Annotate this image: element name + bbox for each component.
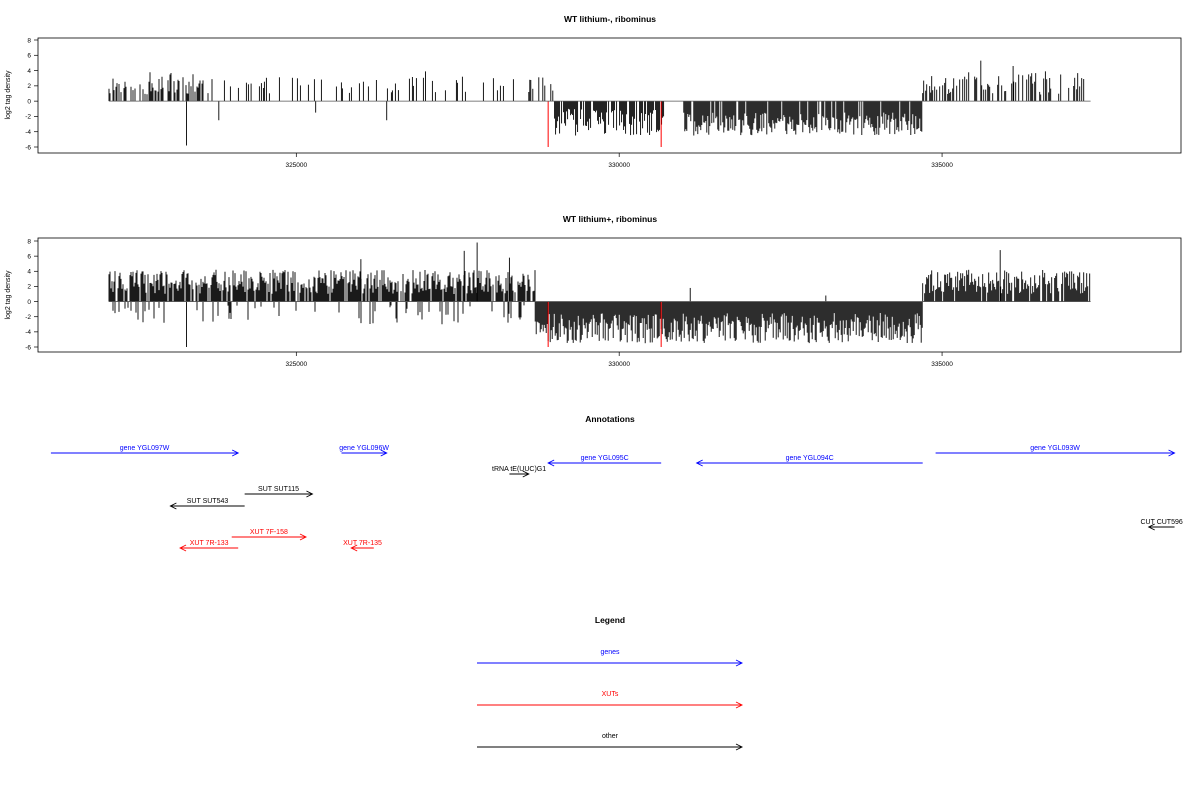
annotation-sut-sut543: SUT SUT543 xyxy=(169,498,245,510)
arrow-head xyxy=(306,490,314,498)
arrow-head xyxy=(231,449,240,457)
y-tick-label: -4 xyxy=(25,329,31,336)
annotation-gene-ygl094c: gene YGL094C xyxy=(695,455,923,467)
legend-item-other: other xyxy=(477,733,744,751)
annotation-label: CUT CUT596 xyxy=(1140,519,1182,526)
arrow-head xyxy=(695,459,703,467)
y-tick-label: 2 xyxy=(27,284,31,291)
annotation-label: gene YGL096W xyxy=(339,445,389,452)
y-tick-label: 0 xyxy=(27,98,31,105)
annotation-label: XUT 7R-133 xyxy=(190,540,229,547)
annotation-label: SUT SUT543 xyxy=(187,498,229,505)
annotation-label: gene YGL094C xyxy=(786,455,834,462)
x-tick-label: 335000 xyxy=(931,361,953,368)
bars xyxy=(108,242,1091,347)
legend-label: XUTs xyxy=(602,691,619,698)
y-tick-label: 0 xyxy=(27,299,31,306)
legend-arrow-head xyxy=(735,743,744,751)
annotation-gene-ygl093w: gene YGL093W xyxy=(935,445,1176,457)
legend: Legend genes XUTs other xyxy=(477,615,744,751)
arrow-head xyxy=(169,502,177,510)
y-tick-label: 2 xyxy=(27,83,31,90)
annotation-cut-cut596: CUT CUT596 xyxy=(1140,519,1183,531)
arrow-head xyxy=(547,459,555,467)
arrow-head xyxy=(350,544,358,552)
y-tick-label: 4 xyxy=(27,68,31,75)
annotations-track: Annotations gene YGL097W gene YGL096W gene… xyxy=(50,414,1183,552)
arrow-head xyxy=(522,470,530,478)
panel-lithium-plus: WT lithium+, ribominus log2 tag density … xyxy=(5,214,1182,368)
x-tick-label: 325000 xyxy=(285,162,307,169)
y-tick-label: -6 xyxy=(25,344,31,351)
arrow-head xyxy=(380,449,388,457)
legend-label: genes xyxy=(600,649,620,656)
y-axis: 8 6 4 2 0 -2 -4 -6 xyxy=(25,37,38,151)
bars xyxy=(108,60,1085,147)
y-tick-label: 6 xyxy=(27,253,31,260)
annotation-items: gene YGL097W gene YGL096W gene YGL093W gene… xyxy=(50,445,1183,552)
y-axis: 8 6 4 2 0 -2 -4 -6 xyxy=(25,238,38,351)
annotation-label: gene YGL095C xyxy=(581,455,629,462)
x-axis: 325000 330000 335000 xyxy=(285,352,953,368)
x-tick-label: 325000 xyxy=(285,361,307,368)
plot-frame xyxy=(37,237,1182,353)
y-tick-label: -2 xyxy=(25,314,31,321)
y-tick-label: 4 xyxy=(27,269,31,276)
y-tick-label: 6 xyxy=(27,53,31,60)
y-axis-label: log2 tag density xyxy=(5,270,12,320)
annotation-label: gene YGL093W xyxy=(1030,445,1080,452)
legend-title: Legend xyxy=(595,615,625,625)
plot-frame xyxy=(37,37,1182,154)
annotation-gene-ygl097w: gene YGL097W xyxy=(50,445,240,457)
annotation-label: SUT SUT115 xyxy=(258,486,299,493)
panel-title: WT lithium-, ribominus xyxy=(564,14,656,24)
annotation-xut-7r-133: XUT 7R-133 xyxy=(179,540,239,552)
panel-lithium-minus: WT lithium-, ribominus log2 tag density … xyxy=(5,14,1182,169)
annotation-gene-ygl096w: gene YGL096W xyxy=(339,445,389,457)
annotation-sut-sut115: SUT SUT115 xyxy=(244,486,314,498)
arrow-head xyxy=(1147,523,1155,531)
arrow-head xyxy=(1168,449,1176,457)
arrow-head xyxy=(179,544,187,552)
y-tick-label: 8 xyxy=(27,238,31,245)
annotations-title: Annotations xyxy=(585,414,635,424)
legend-item-xuts: XUTs xyxy=(477,691,744,709)
legend-arrow-head xyxy=(735,701,744,709)
annotation-gene-ygl095c: gene YGL095C xyxy=(547,455,662,467)
annotation-label: XUT 7R-135 xyxy=(343,540,382,547)
y-axis-label: log2 tag density xyxy=(5,70,12,120)
y-tick-label: -6 xyxy=(25,144,31,151)
legend-item-genes: genes xyxy=(477,649,744,667)
x-tick-label: 330000 xyxy=(608,361,630,368)
legend-items: genes XUTs other xyxy=(477,649,744,751)
panel-title: WT lithium+, ribominus xyxy=(563,214,657,224)
y-tick-label: -4 xyxy=(25,129,31,136)
arrow-head xyxy=(299,533,307,541)
annotation-xut-7f-158: XUT 7F-158 xyxy=(231,529,307,541)
annotation-xut-7r-135: XUT 7R-135 xyxy=(343,540,382,552)
x-tick-label: 330000 xyxy=(608,162,630,169)
annotation-label: tRNA tE(UUC)G1 xyxy=(492,466,546,473)
x-tick-label: 335000 xyxy=(931,162,953,169)
legend-arrow-head xyxy=(735,659,744,667)
annotation-label: XUT 7F-158 xyxy=(250,529,288,536)
y-tick-label: 8 xyxy=(27,37,31,44)
x-axis: 325000 330000 335000 xyxy=(285,153,953,169)
legend-label: other xyxy=(602,733,619,740)
annotation-trna-te-uuc-g1: tRNA tE(UUC)G1 xyxy=(492,466,546,478)
y-tick-label: -2 xyxy=(25,114,31,121)
annotation-label: gene YGL097W xyxy=(120,445,170,452)
